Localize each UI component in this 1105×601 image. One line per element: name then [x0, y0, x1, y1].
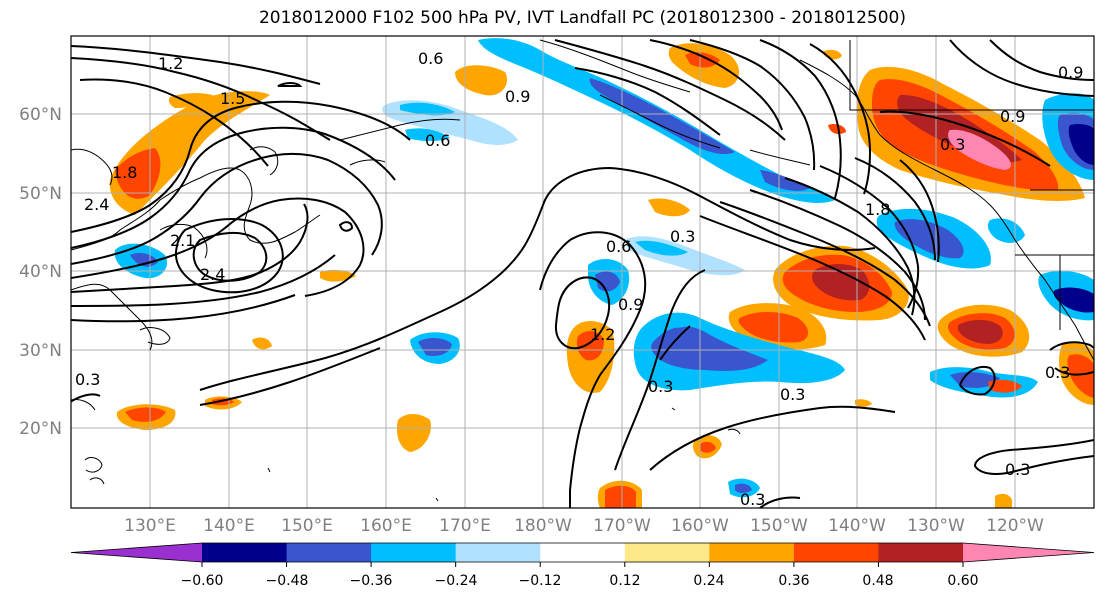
colorbar-cell: [709, 543, 795, 562]
lon-label: 130°E: [124, 516, 176, 536]
colorbar-tick-label: −0.24: [435, 573, 478, 589]
colorbar-tick-label: −0.48: [266, 573, 309, 589]
lon-label: 120°W: [986, 516, 1044, 536]
lon-label: 180°W: [514, 516, 572, 536]
colorbar-cell: [540, 543, 626, 562]
colorbar-cell: [286, 543, 372, 562]
lon-label: 150°W: [750, 516, 808, 536]
lon-label: 170°E: [439, 516, 491, 536]
contour-label: 1.8: [112, 163, 137, 182]
colorbar-tick-labels: −0.60 −0.48 −0.36 −0.24 −0.12 0.12 0.24 …: [181, 573, 979, 589]
lon-label: 150°E: [281, 516, 333, 536]
colorbar-ticks: [201, 562, 964, 567]
colorbar: −0.60 −0.48 −0.36 −0.24 −0.12 0.12 0.24 …: [70, 542, 1095, 589]
contour-label: 0.6: [418, 49, 443, 68]
contour-label: 0.3: [780, 385, 805, 404]
colorbar-cell: [624, 543, 710, 562]
contour-label: 1.2: [590, 325, 615, 344]
lon-label: 170°W: [593, 516, 651, 536]
lon-label: 140°E: [203, 516, 255, 536]
contour-label: 0.6: [606, 237, 631, 256]
colorbar-tick-label: 0.36: [778, 573, 809, 589]
colorbar-tick-label: 0.12: [609, 573, 640, 589]
lon-label: 160°W: [671, 516, 729, 536]
contour-labels: 1.2 1.5 0.6 0.9 0.6 1.8 2.4 2.1 2.4 0.6 …: [75, 49, 1083, 509]
contour-label: 0.3: [1045, 363, 1070, 382]
contour-label: 0.9: [1000, 107, 1025, 126]
colorbar-cell: [793, 543, 879, 562]
lon-label: 140°W: [828, 516, 886, 536]
contour-label: 0.9: [1058, 63, 1083, 82]
colorbar-extend-min: [71, 543, 202, 562]
colorbar-tick-label: −0.12: [519, 573, 562, 589]
contour-label: 0.3: [648, 377, 673, 396]
colorbar-extend-max: [963, 543, 1094, 562]
contour-label: 2.4: [84, 195, 109, 214]
colorbar-tick-label: −0.36: [350, 573, 393, 589]
contour-label: 0.3: [1005, 460, 1030, 479]
lon-label: 130°W: [907, 516, 965, 536]
graticule: [71, 36, 1094, 508]
colorbar-tick-label: 0.24: [693, 573, 724, 589]
pv-contours: [71, 39, 1094, 508]
colorbar-cells: [70, 542, 1095, 563]
contour-label: 0.3: [740, 490, 765, 509]
contour-label: 0.3: [670, 227, 695, 246]
map-area: 1.2 1.5 0.6 0.9 0.6 1.8 2.4 2.1 2.4 0.6 …: [71, 36, 1094, 509]
contour-label: 1.8: [865, 200, 890, 219]
longitude-labels: 130°E 140°E 150°E 160°E 170°E 180°W 170°…: [124, 516, 1044, 536]
contour-label: 0.9: [505, 87, 530, 106]
contour-label: 1.5: [220, 89, 245, 108]
contour-label: 2.1: [170, 231, 195, 250]
map-title: 2018012000 F102 500 hPa PV, IVT Landfall…: [258, 8, 906, 28]
lat-label: 40°N: [19, 262, 62, 282]
colorbar-tick-label: −0.60: [181, 573, 224, 589]
contour-label: 2.4: [200, 265, 225, 284]
lon-label: 160°E: [360, 516, 412, 536]
contour-label: 0.3: [940, 135, 965, 154]
contour-label: 0.6: [425, 131, 450, 150]
lat-label: 50°N: [19, 184, 62, 204]
map-frame: [70, 35, 1095, 509]
lat-label: 60°N: [19, 105, 62, 125]
colorbar-tick-label: 0.48: [862, 573, 893, 589]
colorbar-cell: [202, 543, 288, 562]
latitude-labels: 60°N 50°N 40°N 30°N 20°N: [19, 105, 62, 439]
lat-label: 20°N: [19, 419, 62, 439]
colorbar-cell: [371, 543, 457, 562]
contour-label: 0.9: [618, 295, 643, 314]
contour-label: 0.3: [75, 370, 100, 389]
colorbar-tick-label: 0.60: [947, 573, 978, 589]
colorbar-cell: [455, 543, 541, 562]
colorbar-cell: [878, 543, 964, 562]
lat-label: 30°N: [19, 341, 62, 361]
contour-label: 1.2: [158, 54, 183, 73]
